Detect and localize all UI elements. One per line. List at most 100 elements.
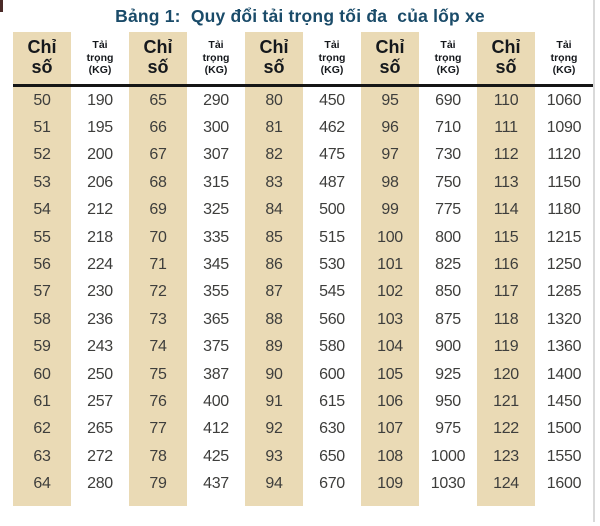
index-cell-label: 110	[493, 91, 519, 109]
load-cell-label: 236	[87, 310, 113, 328]
index-cell-label: 86	[265, 256, 283, 274]
load-cell-label: 290	[203, 91, 229, 109]
index-cell-label: 62	[33, 420, 51, 438]
load-cell: 630	[303, 416, 361, 443]
load-cell-label: 500	[319, 201, 345, 219]
index-cell: 119	[477, 333, 535, 361]
index-cell: 115	[477, 223, 535, 252]
load-cell-label: 600	[319, 365, 345, 383]
index-cell-label: 120	[493, 365, 519, 383]
load-cell: 200	[71, 142, 129, 169]
index-cell-label: 101	[377, 256, 403, 274]
load-cell: 925	[419, 361, 477, 388]
index-cell: 121	[477, 388, 535, 416]
header-index-col: Chỉ số	[129, 32, 187, 84]
load-cell-label: 1285	[546, 283, 582, 301]
load-cell: 1000	[419, 443, 477, 470]
index-cell: 60	[13, 360, 71, 389]
index-cell: 66	[129, 114, 187, 142]
load-cell-label: 272	[87, 447, 113, 465]
index-cell-label: 58	[33, 310, 51, 328]
load-cell-label: 250	[87, 365, 113, 383]
header-index-col: Chỉ số	[245, 32, 303, 84]
load-cell-label: 437	[203, 475, 229, 493]
index-cell: 124	[477, 470, 535, 498]
index-cell: 63	[13, 443, 71, 471]
load-cell: 1215	[535, 224, 593, 251]
index-cell: 51	[13, 114, 71, 142]
index-cell-label: 78	[149, 447, 167, 465]
index-cell: 55	[13, 223, 71, 252]
index-cell-label: 124	[493, 475, 519, 493]
load-cell: 1550	[535, 443, 593, 470]
load-cell: 475	[303, 142, 361, 169]
load-cell: 355	[187, 279, 245, 306]
index-cell: 104	[361, 333, 419, 361]
index-cell: 114	[477, 196, 535, 224]
load-cell-label: 243	[87, 338, 113, 356]
table-footer-tint	[13, 497, 593, 506]
index-cell-label: 73	[149, 310, 167, 328]
index-cell-label: 91	[265, 392, 283, 410]
index-cell: 83	[245, 169, 303, 197]
load-cell-label: 325	[203, 201, 229, 219]
page-edge-line	[593, 0, 595, 522]
load-cell-label: 1250	[546, 256, 582, 274]
load-cell: 1150	[535, 169, 593, 196]
index-cell-label: 67	[149, 146, 167, 164]
load-cell-label: 1150	[547, 173, 581, 191]
load-cell-label: 218	[87, 228, 113, 246]
load-cell-label: 212	[87, 201, 113, 219]
index-cell: 62	[13, 415, 71, 444]
header-load-col-label: Tải trọng (KG)	[434, 39, 462, 77]
index-cell: 96	[361, 114, 419, 142]
index-cell-label: 80	[265, 91, 283, 109]
index-cell-label: 90	[265, 365, 283, 383]
index-cell-label: 106	[377, 392, 403, 410]
index-cell-label: 74	[149, 338, 167, 356]
load-cell: 272	[71, 443, 129, 470]
index-cell: 74	[129, 333, 187, 361]
load-cell-label: 1550	[546, 447, 582, 465]
load-cell: 290	[187, 87, 245, 114]
index-cell: 65	[129, 87, 187, 115]
load-cell: 300	[187, 114, 245, 141]
index-cell-label: 111	[494, 119, 518, 137]
header-load-col: Tải trọng (KG)	[303, 32, 361, 84]
index-cell-label: 81	[265, 119, 283, 137]
index-cell: 111	[477, 114, 535, 142]
index-cell-label: 107	[377, 420, 403, 438]
index-cell-label: 109	[377, 475, 403, 493]
index-cell: 86	[245, 251, 303, 279]
load-cell: 670	[303, 470, 361, 497]
index-cell-label: 113	[493, 173, 519, 191]
index-cell: 101	[361, 251, 419, 279]
load-cell: 400	[187, 388, 245, 415]
index-cell-label: 121	[493, 392, 519, 410]
load-cell: 375	[187, 334, 245, 361]
index-col-tint-extension	[245, 497, 303, 506]
load-cell-label: 1450	[546, 392, 582, 410]
load-cell: 710	[419, 114, 477, 141]
index-cell-label: 69	[149, 201, 167, 219]
load-cell-label: 545	[319, 283, 345, 301]
load-cell-label: 1090	[546, 119, 582, 137]
load-cell-label: 630	[319, 420, 345, 438]
index-cell: 93	[245, 443, 303, 471]
index-cell-label: 102	[377, 283, 403, 301]
load-cell: 800	[419, 224, 477, 251]
index-cell-label: 53	[33, 173, 51, 191]
index-cell: 59	[13, 333, 71, 361]
load-cell: 1360	[535, 334, 593, 361]
load-cell: 218	[71, 224, 129, 251]
index-cell-label: 93	[265, 447, 283, 465]
load-cell: 1285	[535, 279, 593, 306]
load-cell: 1250	[535, 251, 593, 278]
index-cell-label: 52	[33, 146, 51, 164]
index-cell-label: 88	[265, 310, 283, 328]
index-cell: 71	[129, 251, 187, 279]
load-col-spacer	[303, 498, 361, 506]
index-cell-label: 60	[33, 365, 51, 383]
index-col-tint-extension	[477, 497, 535, 506]
index-cell-label: 75	[149, 365, 167, 383]
